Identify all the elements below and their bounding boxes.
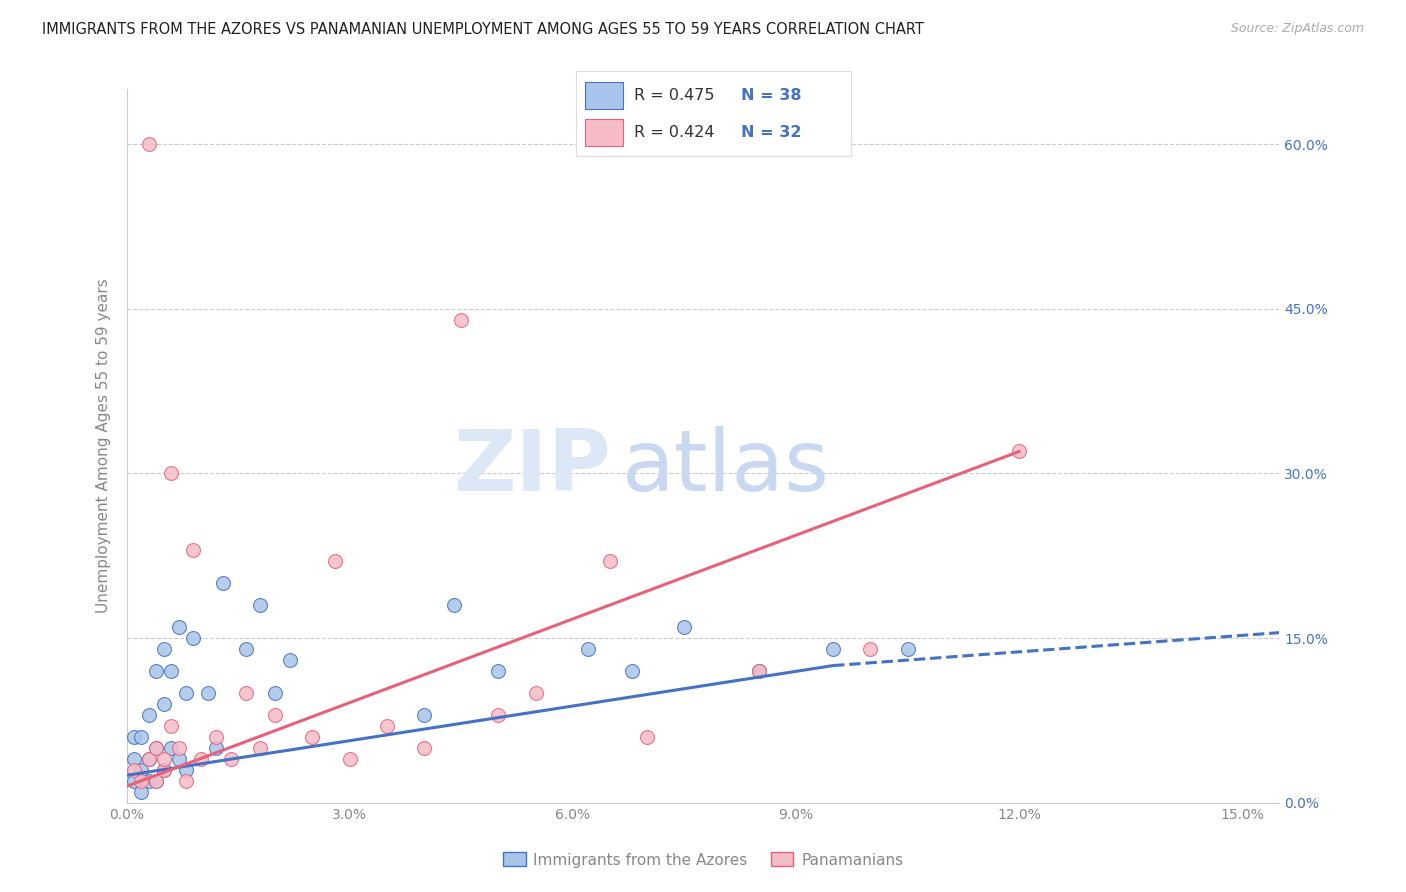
- Point: [264, 708, 287, 723]
- Point: [167, 740, 190, 755]
- Point: [122, 763, 145, 777]
- Point: [576, 642, 599, 657]
- Point: [122, 730, 145, 744]
- Point: [249, 740, 271, 755]
- Bar: [585, 81, 623, 109]
- Point: [138, 137, 160, 152]
- Point: [443, 598, 465, 612]
- Point: [413, 740, 436, 755]
- Point: [204, 740, 226, 755]
- Point: [152, 752, 174, 766]
- Point: [160, 664, 183, 678]
- Text: ZIP: ZIP: [453, 425, 610, 509]
- Y-axis label: Unemployment Among Ages 55 to 59 years: Unemployment Among Ages 55 to 59 years: [96, 278, 111, 614]
- Point: [138, 708, 160, 723]
- Text: Source: ZipAtlas.com: Source: ZipAtlas.com: [1230, 22, 1364, 36]
- Point: [152, 763, 174, 777]
- Point: [823, 642, 845, 657]
- Point: [160, 740, 183, 755]
- Point: [235, 642, 257, 657]
- Point: [145, 773, 167, 788]
- Point: [264, 686, 287, 700]
- Point: [488, 664, 510, 678]
- Point: [138, 752, 160, 766]
- Point: [145, 740, 167, 755]
- Point: [636, 730, 658, 744]
- Point: [212, 576, 235, 591]
- Point: [896, 642, 918, 657]
- Point: [152, 763, 174, 777]
- Point: [145, 740, 167, 755]
- Point: [249, 598, 271, 612]
- Point: [748, 664, 770, 678]
- Point: [235, 686, 257, 700]
- Point: [174, 773, 197, 788]
- Point: [413, 708, 436, 723]
- Point: [145, 664, 167, 678]
- Point: [859, 642, 882, 657]
- Point: [174, 686, 197, 700]
- Legend: Immigrants from the Azores, Panamanians: Immigrants from the Azores, Panamanians: [496, 847, 910, 873]
- Point: [152, 697, 174, 711]
- Point: [183, 631, 205, 645]
- Point: [599, 554, 621, 568]
- Point: [138, 752, 160, 766]
- Point: [131, 785, 153, 799]
- Point: [174, 763, 197, 777]
- Point: [167, 620, 190, 634]
- Point: [122, 773, 145, 788]
- Point: [160, 467, 183, 481]
- Point: [278, 653, 301, 667]
- Point: [375, 719, 398, 733]
- Point: [138, 773, 160, 788]
- Point: [131, 773, 153, 788]
- Point: [219, 752, 242, 766]
- Point: [152, 642, 174, 657]
- Point: [122, 752, 145, 766]
- Point: [160, 719, 183, 733]
- Text: atlas: atlas: [623, 425, 831, 509]
- Point: [197, 686, 219, 700]
- Point: [131, 763, 153, 777]
- Point: [323, 554, 346, 568]
- Text: R = 0.424: R = 0.424: [634, 125, 714, 140]
- Text: N = 38: N = 38: [741, 87, 801, 103]
- Bar: [585, 119, 623, 146]
- Point: [1008, 444, 1031, 458]
- Point: [190, 752, 212, 766]
- Text: R = 0.475: R = 0.475: [634, 87, 714, 103]
- Point: [621, 664, 644, 678]
- Point: [524, 686, 547, 700]
- Point: [488, 708, 510, 723]
- Point: [339, 752, 361, 766]
- Point: [183, 543, 205, 558]
- Text: IMMIGRANTS FROM THE AZORES VS PANAMANIAN UNEMPLOYMENT AMONG AGES 55 TO 59 YEARS : IMMIGRANTS FROM THE AZORES VS PANAMANIAN…: [42, 22, 924, 37]
- Point: [748, 664, 770, 678]
- Point: [167, 752, 190, 766]
- Point: [450, 312, 472, 326]
- Text: N = 32: N = 32: [741, 125, 801, 140]
- Point: [131, 730, 153, 744]
- Point: [301, 730, 323, 744]
- Point: [145, 773, 167, 788]
- Point: [673, 620, 696, 634]
- Point: [204, 730, 226, 744]
